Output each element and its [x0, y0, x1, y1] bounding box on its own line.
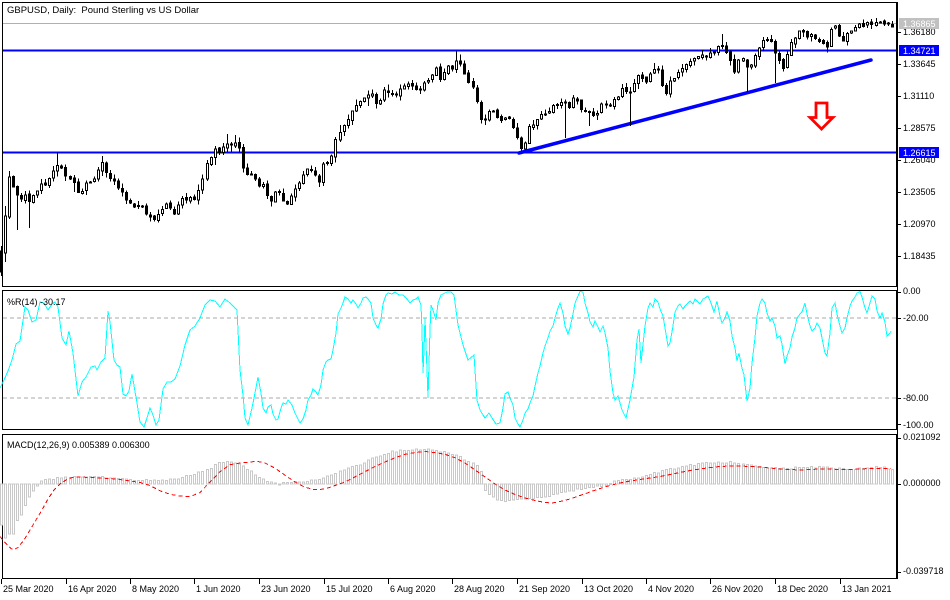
svg-text:1 Jun 2020: 1 Jun 2020 [196, 584, 241, 594]
svg-text:28 Aug 2020: 28 Aug 2020 [454, 584, 505, 594]
svg-text:-80.00: -80.00 [903, 393, 929, 403]
svg-text:23 Jun 2020: 23 Jun 2020 [261, 584, 311, 594]
svg-text:0.00: 0.00 [903, 286, 921, 296]
svg-text:1.28575: 1.28575 [903, 123, 936, 133]
svg-text:1.33645: 1.33645 [903, 59, 936, 69]
svg-text:25 Mar 2020: 25 Mar 2020 [3, 584, 54, 594]
svg-text:26 Nov 2020: 26 Nov 2020 [712, 584, 763, 594]
svg-text:0.021092: 0.021092 [903, 432, 941, 442]
svg-text:-20.00: -20.00 [903, 313, 929, 323]
svg-text:6 Aug 2020: 6 Aug 2020 [390, 584, 436, 594]
svg-text:1.31110: 1.31110 [903, 91, 934, 101]
svg-text:GBPUSD, Daily: Pound Sterling: GBPUSD, Daily: Pound Sterling vs US Doll… [7, 5, 199, 16]
svg-text:MACD(12,26,9) 0.005389 0.00630: MACD(12,26,9) 0.005389 0.006300 [7, 440, 150, 450]
svg-text:%R(14) -30.17: %R(14) -30.17 [7, 297, 66, 307]
svg-text:1.34721: 1.34721 [903, 46, 936, 56]
svg-text:13 Oct 2020: 13 Oct 2020 [584, 584, 633, 594]
svg-text:18 Dec 2020: 18 Dec 2020 [777, 584, 828, 594]
svg-text:4 Nov 2020: 4 Nov 2020 [648, 584, 694, 594]
svg-text:8 May 2020: 8 May 2020 [132, 584, 179, 594]
svg-text:0.000000: 0.000000 [903, 478, 941, 488]
svg-text:-0.039718: -0.039718 [903, 566, 944, 576]
svg-text:1.18435: 1.18435 [903, 251, 936, 261]
svg-text:1.36865: 1.36865 [903, 19, 936, 29]
svg-text:-100.00: -100.00 [903, 420, 934, 430]
svg-text:15 Jul 2020: 15 Jul 2020 [326, 584, 373, 594]
svg-text:1.20970: 1.20970 [903, 219, 936, 229]
svg-text:1.26615: 1.26615 [903, 148, 936, 158]
svg-text:1.23505: 1.23505 [903, 187, 936, 197]
svg-text:1.26040: 1.26040 [903, 155, 936, 165]
svg-text:1.36180: 1.36180 [903, 27, 936, 37]
svg-text:13 Jan 2021: 13 Jan 2021 [842, 584, 892, 594]
svg-text:21 Sep 2020: 21 Sep 2020 [519, 584, 570, 594]
svg-text:16 Apr 2020: 16 Apr 2020 [68, 584, 117, 594]
